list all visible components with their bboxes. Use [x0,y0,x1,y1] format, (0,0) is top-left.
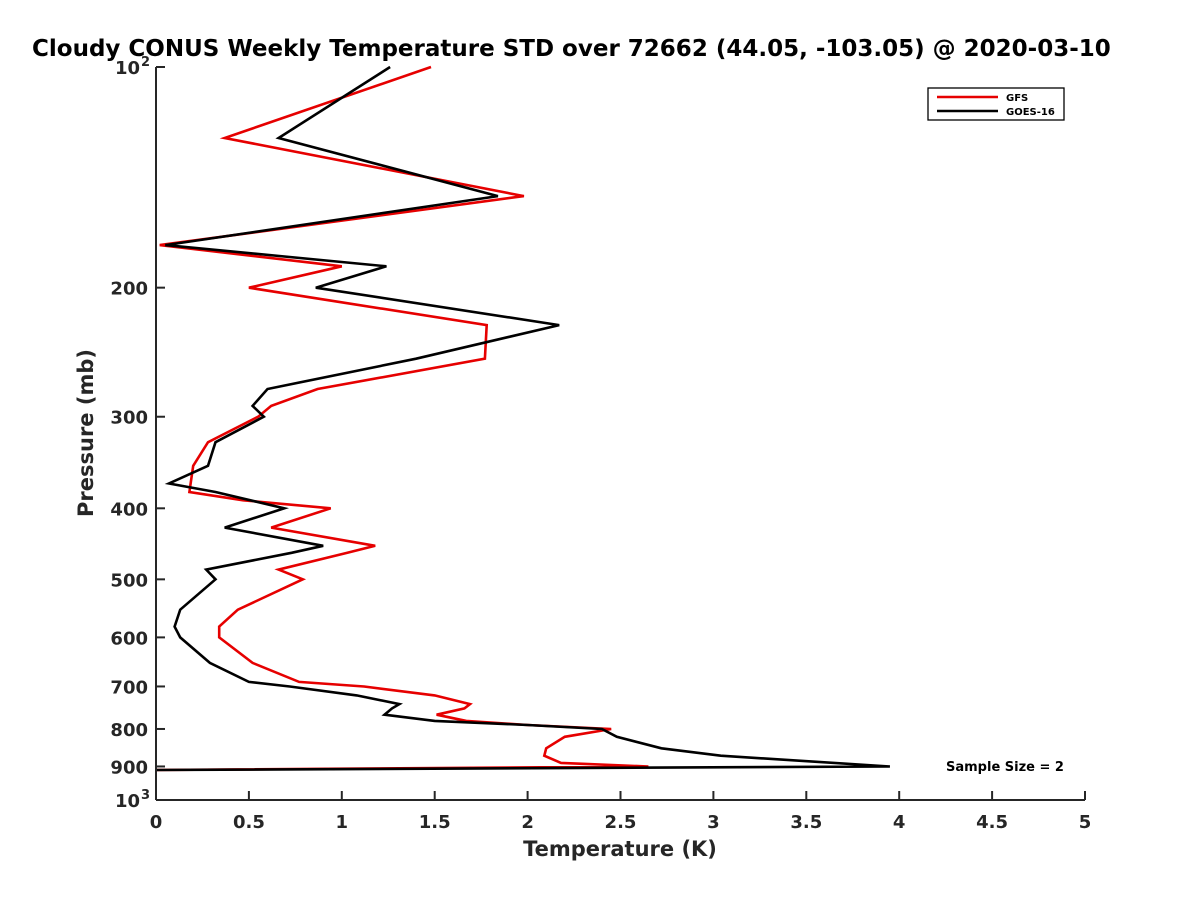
y-tick-label: 900 [110,757,148,778]
y-tick-exponent: 3 [141,788,150,803]
ticks-group: 0 0.5 1 1.5 2 2.5 3 3.5 4 4.5 510 22003004005006007… [110,55,1091,833]
y-tick-label: 200 [110,279,148,300]
y-tick-label: 300 [110,408,148,429]
chart-title: Cloudy CONUS Weekly Temperature STD over… [32,36,1111,62]
legend-box [927,87,1065,121]
legend-label-gfs: GFS [1006,93,1028,104]
y-tick-label: 500 [110,570,148,591]
x-tick-label: 3 [707,812,720,833]
x-axis-label: Temperature (K) [523,837,717,861]
y-tick-label: 10 [115,58,140,79]
sample-size-annotation: Sample Size = 2 [946,760,1064,775]
x-tick-label: 0 [150,812,163,833]
y-tick-label: 600 [110,628,148,649]
series-group [155,65,890,772]
legend-label-goes16: GOES-16 [1006,107,1055,118]
x-tick-label: 4 [893,812,906,833]
x-tick-label: 2.5 [605,812,637,833]
y-tick-label: 800 [110,720,148,741]
x-tick-label: 3.5 [790,812,822,833]
series-line-goes16 [155,65,890,772]
x-tick-label: 1 [336,812,349,833]
x-tick-label: 2 [521,812,534,833]
y-tick-label: 700 [110,677,148,698]
y-tick-label: 400 [110,499,148,520]
y-tick-exponent: 2 [141,55,150,70]
x-tick-label: 5 [1079,812,1092,833]
y-tick-label: 10 [115,791,140,812]
y-axis-label: Pressure (mb) [74,349,98,517]
x-tick-label: 4.5 [976,812,1008,833]
legend: GFS GOES-16 [927,87,1065,121]
x-tick-label: 1.5 [419,812,451,833]
x-tick-label: 0.5 [233,812,265,833]
